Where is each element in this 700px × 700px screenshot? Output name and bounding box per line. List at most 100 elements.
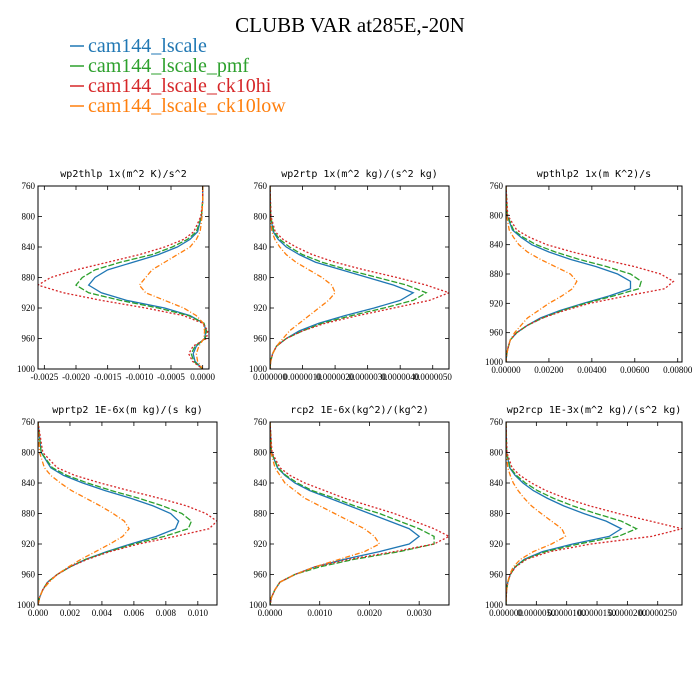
legend-label: cam144_lscale [88,35,207,57]
y-tick-label: 1000 [485,357,504,367]
y-tick-label: 920 [254,539,268,549]
y-tick-label: 880 [490,509,504,519]
x-tick-label: 0.006 [124,608,145,618]
x-tick-label: 0.00200 [534,365,564,375]
y-tick-label: 880 [22,509,36,519]
x-tick-label: 0.008 [156,608,177,618]
series-line-3 [270,422,449,605]
y-tick-label: 840 [22,478,36,488]
series-line-4 [506,422,567,605]
x-tick-label: 0.0010 [307,608,332,618]
y-tick-label: 800 [490,210,504,220]
series-line-3 [38,422,217,605]
y-tick-label: 760 [490,181,504,191]
panel-title: wprtp2 1E-6x(m kg)/(s kg) [52,405,203,416]
legend-label: cam144_lscale_ck10hi [88,75,272,97]
x-tick-label: 0.0000050 [414,372,453,382]
y-tick-label: 760 [22,181,36,191]
series-line-2 [506,186,642,362]
x-tick-label: -0.0025 [30,372,58,382]
x-tick-label: 0.000000 [489,608,523,618]
series-line-2 [270,186,428,369]
x-tick-label: 0.0000040 [381,372,420,382]
series-line-4 [506,186,578,362]
y-tick-label: 1000 [249,364,268,374]
y-tick-label: 1000 [249,600,268,610]
y-tick-label: 840 [254,242,268,252]
plot-frame [505,185,683,363]
panel-title: rcp2 1E-6x(kg^2)/(kg^2) [290,405,428,416]
y-tick-label: 920 [490,539,504,549]
y-tick-label: 760 [22,417,36,427]
y-tick-label: 840 [490,478,504,488]
series-line-4 [270,422,381,605]
x-tick-label: 0.000 [28,608,49,618]
legend-label: cam144_lscale_ck10low [88,95,286,117]
y-tick-label: 920 [22,303,36,313]
y-tick-label: 1000 [17,364,36,374]
x-tick-label: -0.0020 [62,372,90,382]
series-line-1 [506,422,623,605]
legend: cam144_lscalecam144_lscale_pmfcam144_lsc… [70,35,286,117]
series-line-1 [87,186,207,369]
panels: wp2thlp 1x(m^2 K)/s^2 760 800 840 880 920 960 1… [17,169,693,618]
plot-frame [269,185,450,370]
panel-title: wp2rtp 1x(m^2 kg)/(s^2 kg) [281,169,438,180]
y-tick-label: 960 [490,328,504,338]
y-tick-label: 880 [254,509,268,519]
y-tick-label: 800 [254,212,268,222]
x-tick-label: 0.0000050 [517,608,556,618]
series-line-3 [506,422,682,605]
y-tick-label: 1000 [485,600,504,610]
panel-3: wpthlp2 1x(m K^2)/s 760 800 840 880 920 960 100… [485,169,693,375]
legend-label: cam144_lscale_pmf [88,55,249,77]
x-tick-label: 0.0000020 [316,372,355,382]
y-tick-label: 920 [490,298,504,308]
panel-6: wp2rcp 1E-3x(m^2 kg)/(s^2 kg)760 800 840 88… [485,405,683,618]
x-tick-label: 0.00000 [491,365,521,375]
y-tick-label: 960 [22,334,36,344]
panel-4: wprtp2 1E-6x(m kg)/(s kg) 760 800 840 880 920… [17,405,218,618]
y-tick-label: 840 [490,240,504,250]
plot-frame [505,421,683,606]
y-tick-label: 1000 [17,600,36,610]
y-tick-label: 960 [22,570,36,580]
x-tick-label: -0.0015 [94,372,122,382]
y-tick-label: 840 [22,242,36,252]
x-tick-label: 0.004 [92,608,113,618]
plot-frame [37,421,218,606]
x-tick-label: 0.000000 [253,372,287,382]
series-line-4 [38,422,130,605]
panel-title: wpthlp2 1x(m K^2)/s [537,169,651,180]
series-line-1 [270,422,421,605]
y-tick-label: 800 [22,448,36,458]
y-tick-label: 880 [490,269,504,279]
x-tick-label: 0.00800 [663,365,693,375]
x-tick-label: 0.0000 [190,372,215,382]
y-tick-label: 920 [22,539,36,549]
series-line-4 [138,186,206,369]
x-tick-label: 0.0020 [357,608,382,618]
panel-1: wp2thlp 1x(m^2 K)/s^2 760 800 840 880 920 960 1… [17,169,216,382]
series-line-2 [506,422,639,605]
series-line-1 [506,186,632,362]
series-line-3 [270,186,449,369]
series-line-3 [506,186,675,362]
panel-title: wp2rcp 1E-3x(m^2 kg)/(s^2 kg) [507,405,682,416]
x-tick-label: 0.0000200 [608,608,647,618]
series-line-2 [75,186,208,369]
y-tick-label: 800 [22,212,36,222]
x-tick-label: 0.0000 [258,608,283,618]
x-tick-label: 0.0000250 [639,608,678,618]
y-tick-label: 800 [254,448,268,458]
series-line-3 [38,186,209,369]
y-tick-label: 880 [22,273,36,283]
panel-2: wp2rtp 1x(m^2 kg)/(s^2 kg) 760 800 840 880 92… [249,169,452,382]
x-tick-label: 0.00400 [577,365,607,375]
x-tick-label: 0.0000150 [578,608,617,618]
y-tick-label: 760 [254,417,268,427]
y-tick-label: 960 [254,334,268,344]
plot-frame [37,185,210,370]
x-tick-label: -0.0010 [125,372,153,382]
x-tick-label: 0.0030 [407,608,432,618]
